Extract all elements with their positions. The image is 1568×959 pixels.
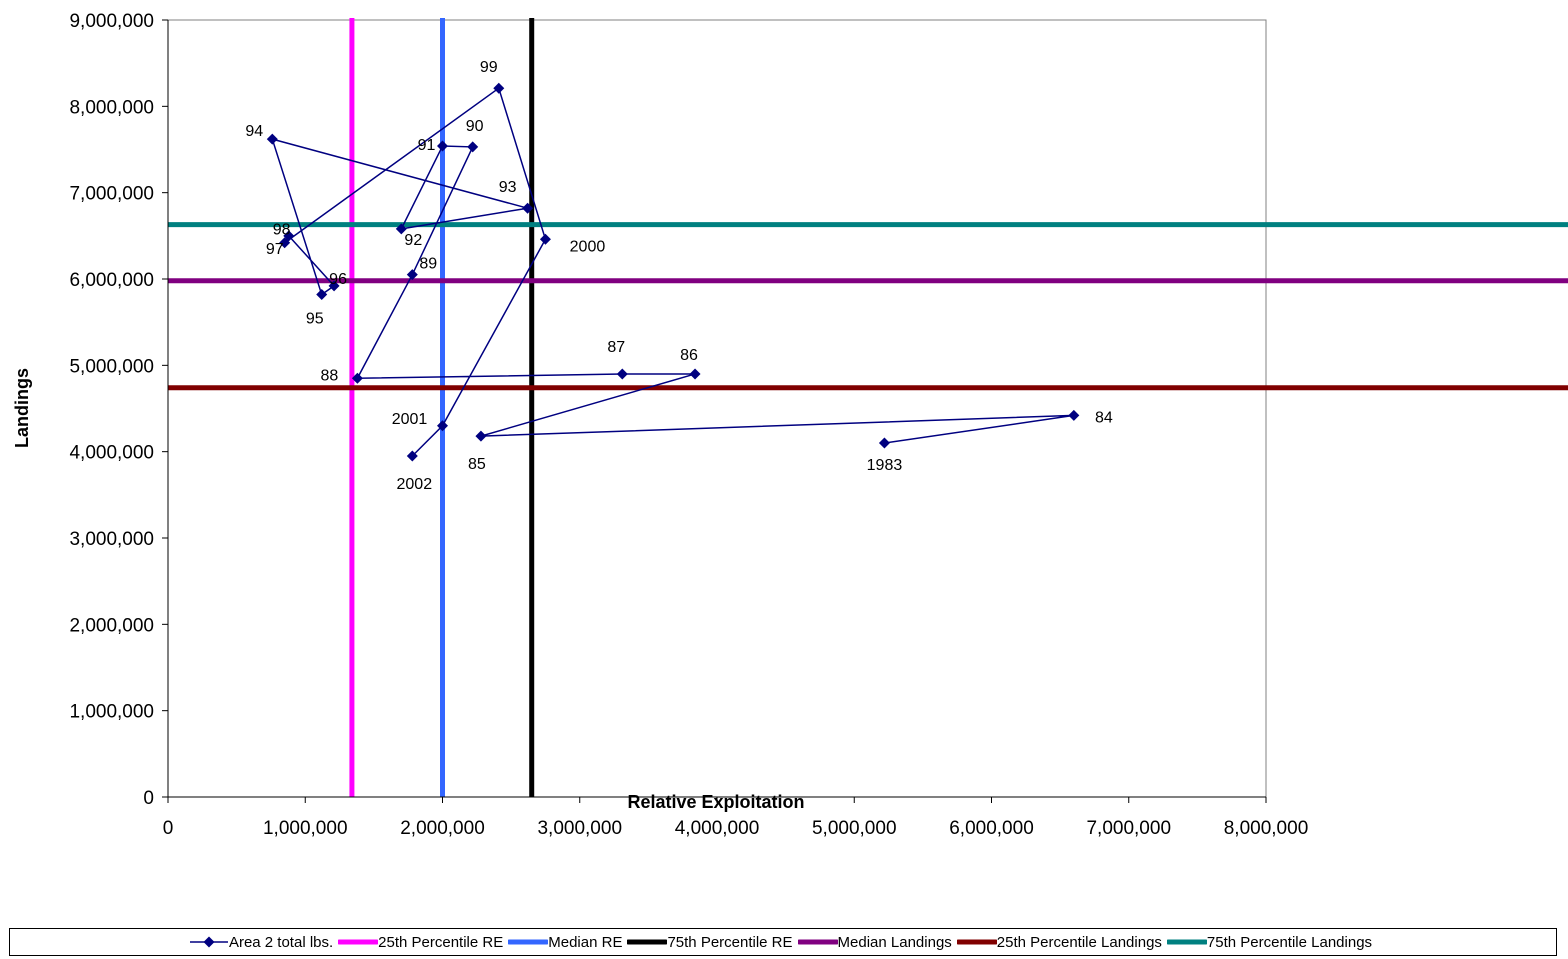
data-point-label: 87 [607,339,625,356]
data-point-label: 97 [266,241,284,258]
data-point-label: 2001 [392,411,428,428]
data-point [539,233,551,245]
legend-swatch-line [797,939,838,945]
data-point [437,140,448,152]
y-tick-label: 2,000,000 [69,615,154,636]
data-point [878,437,890,449]
x-tick-label: 8,000,000 [1224,818,1309,839]
x-tick-label: 7,000,000 [1086,818,1171,839]
data-point-label: 91 [418,137,436,154]
legend-swatch-line [627,939,668,945]
data-point [1068,409,1080,421]
y-tick-label: 5,000,000 [69,356,154,377]
y-axis: 0 1,000,000 2,000,000 3,000,000 4,000,000 5,0… [69,11,169,809]
data-point [689,368,701,380]
point-labels: 1983 84 85 86 87 88 89 90 91 92 93 94 95 96 97 98 99 2000… [245,59,1112,493]
data-point-label: 89 [419,256,437,273]
data-point [493,82,505,94]
data-point [395,223,407,235]
x-tick-label: 6,000,000 [949,818,1034,839]
series-line [271,86,1074,457]
y-tick-label: 7,000,000 [69,184,154,205]
data-point [467,141,479,153]
legend-swatch-line [1166,939,1207,945]
data-point [316,289,328,301]
data-point [522,202,534,214]
data-point [328,280,340,292]
legend-label: Median RE [548,933,623,951]
data-point-label: 99 [480,59,498,76]
data-point [406,450,418,462]
legend-item: 25th Percentile Landings [956,933,1162,951]
legend-label: 75th Percentile RE [667,933,793,951]
x-tick-label: 0 [163,818,174,839]
y-tick-label: 1,000,000 [69,702,154,723]
y-tick-label: 3,000,000 [69,529,154,550]
chart: 1983 84 85 86 87 88 89 90 91 92 93 94 95 96 97 98 99 2000… [12,11,1568,839]
data-point [279,237,291,249]
legend-swatch-line [338,939,379,945]
data-point-label: 94 [245,123,263,140]
x-axis-title: Relative Exploitation [627,792,804,812]
y-tick-label: 4,000,000 [69,443,154,464]
legend-swatch-line [508,939,549,945]
data-point-label: 93 [499,179,517,196]
y-tick-label: 0 [143,788,154,809]
legend-label: 25th Percentile Landings [996,933,1162,951]
data-point [283,230,295,242]
x-tick-label: 2,000,000 [400,818,485,839]
y-axis-title: Landings [12,368,32,448]
y-tick-label: 6,000,000 [69,270,154,291]
legend-label: Median Landings [837,933,952,951]
legend-item: 75th Percentile Landings [1166,933,1373,951]
x-tick-label: 1,000,000 [263,818,348,839]
y-tick-label: 8,000,000 [69,97,154,118]
data-point-label: 85 [468,456,486,473]
data-point-label: 2000 [570,238,606,255]
legend-item: 25th Percentile RE [338,934,503,951]
legend-item: Median Landings [797,933,952,951]
data-point-label: 88 [321,367,339,384]
y-tick-label: 9,000,000 [69,11,154,32]
data-point-label: 86 [680,347,698,364]
legend-item: Area 2 total lbs. [189,934,333,951]
data-point-label: 92 [404,232,422,249]
legend-item: Median RE [508,934,622,951]
legend-label: Area 2 total lbs. [228,933,334,951]
data-point-label: 90 [466,118,484,135]
data-point [351,372,363,384]
series-markers [266,82,1080,462]
data-point [475,430,487,442]
data-point [437,420,448,432]
x-tick-label: 4,000,000 [675,818,760,839]
data-point [406,269,418,281]
legend-label: 25th Percentile RE [378,933,504,951]
data-point-label: 84 [1095,409,1113,426]
series-polyline [271,86,1074,457]
data-point-label: 98 [273,222,291,239]
legend-label: 75th Percentile Landings [1206,933,1373,951]
x-tick-label: 5,000,000 [812,818,897,839]
x-tick-label: 3,000,000 [537,818,622,839]
legend-swatch-marker [189,936,228,948]
data-point [616,368,628,380]
data-point-label: 96 [329,271,347,288]
x-axis: 0 1,000,000 2,000,000 3,000,000 4,000,000 5,0… [163,796,1309,839]
legend: Area 2 total lbs. 25th Percentile RE Media… [9,928,1557,956]
data-point [266,133,278,145]
legend-item: 75th Percentile RE [627,933,793,951]
data-point-label: 1983 [867,457,903,474]
data-point-label: 2002 [397,476,433,493]
legend-swatch-line [956,939,997,945]
data-point-label: 95 [306,311,324,328]
